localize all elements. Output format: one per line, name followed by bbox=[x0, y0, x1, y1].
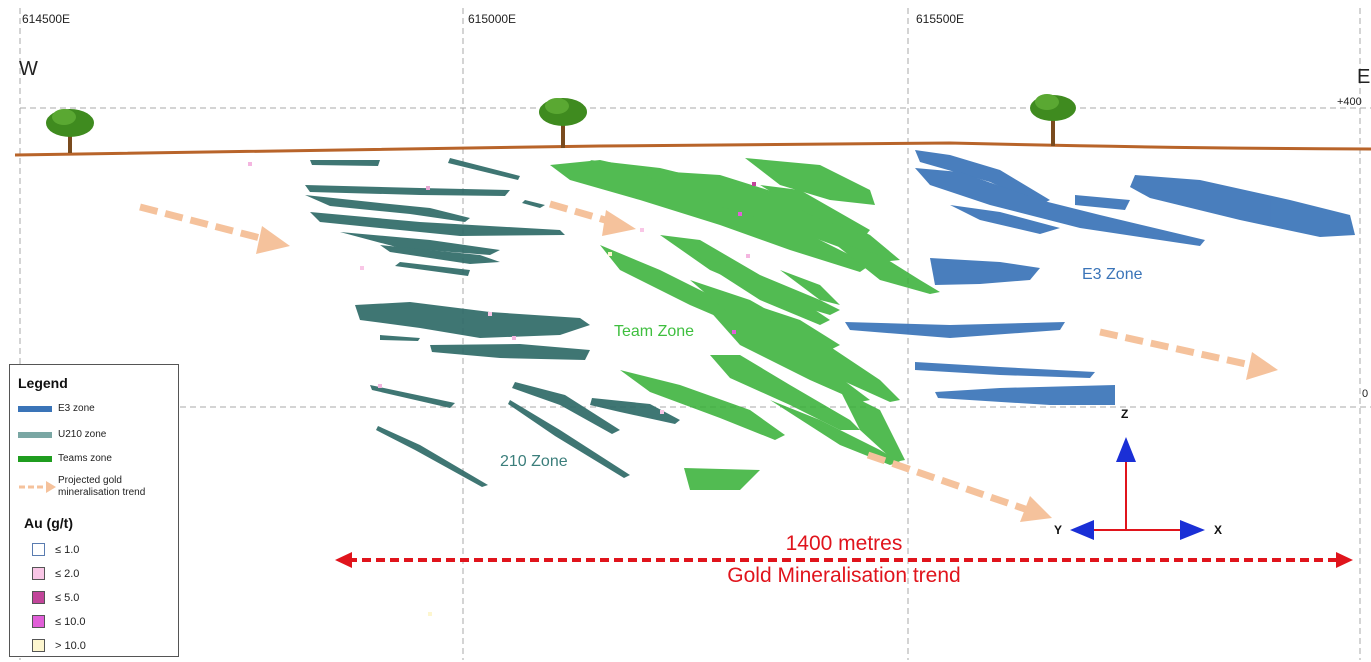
legend-item-teams: Teams zone bbox=[18, 453, 112, 465]
au-label: > 10.0 bbox=[55, 639, 86, 652]
tree-icon bbox=[1030, 94, 1076, 146]
210-zone-label: 210 Zone bbox=[500, 453, 568, 470]
team-zone-label: Team Zone bbox=[614, 323, 695, 340]
scale-bar-arrow bbox=[335, 552, 1353, 568]
east-label: E bbox=[1357, 66, 1371, 88]
au-item-3: ≤ 5.0 bbox=[32, 591, 79, 604]
legend-item-trend: Projected gold mineralisation trend bbox=[18, 475, 176, 499]
legend-panel: Legend E3 zone U210 zone Teams zone Proj… bbox=[9, 364, 179, 657]
legend-item-e3: E3 zone bbox=[18, 403, 95, 415]
tree-icon bbox=[539, 98, 587, 148]
scale-distance-label: 1400 metres bbox=[785, 532, 903, 555]
easting-label-614500: 614500E bbox=[22, 12, 71, 26]
au-item-2: ≤ 2.0 bbox=[32, 567, 79, 580]
grid-lines bbox=[19, 8, 1371, 660]
gold-trend-label: Gold Mineralisation trend bbox=[727, 564, 961, 587]
x-axis-label: X bbox=[1214, 523, 1223, 537]
au-label: ≤ 1.0 bbox=[55, 543, 80, 556]
au-label: ≤ 10.0 bbox=[55, 615, 86, 628]
easting-label-615500: 615500E bbox=[916, 12, 965, 26]
legend-title: Legend bbox=[18, 375, 68, 391]
e3-zone-bodies bbox=[845, 150, 1355, 405]
easting-label-615000: 615000E bbox=[468, 12, 517, 26]
projected-trend-arrows bbox=[139, 200, 1256, 514]
au-label: ≤ 5.0 bbox=[55, 591, 80, 604]
elevation-label-top: +400 bbox=[1337, 96, 1362, 108]
au-swatch bbox=[32, 567, 45, 580]
au-item-1: ≤ 1.0 bbox=[32, 543, 79, 556]
trend-arrow-heads bbox=[256, 210, 1278, 522]
legend-item-u210: U210 zone bbox=[18, 429, 106, 441]
legend-label: Teams zone bbox=[58, 453, 112, 464]
legend-label: U210 zone bbox=[58, 429, 107, 440]
au-swatch bbox=[32, 615, 45, 628]
gold-assay-points bbox=[248, 162, 756, 616]
u210-swatch bbox=[18, 432, 52, 438]
au-swatch bbox=[32, 639, 45, 652]
y-axis-label: Y bbox=[1054, 523, 1063, 537]
e3-zone-label: E3 Zone bbox=[1082, 266, 1143, 283]
trend-arrow-swatch bbox=[19, 481, 56, 493]
axis-triad bbox=[1070, 437, 1205, 540]
au-label: ≤ 2.0 bbox=[55, 567, 80, 580]
ground-surface-line bbox=[14, 141, 1371, 157]
tree-icon bbox=[46, 109, 94, 153]
legend-label: Projected gold mineralisation trend bbox=[58, 475, 146, 498]
au-swatch bbox=[32, 543, 45, 556]
teams-swatch bbox=[18, 456, 52, 462]
au-item-5: > 10.0 bbox=[32, 639, 86, 652]
legend-label: E3 zone bbox=[58, 403, 95, 414]
au-swatch bbox=[32, 591, 45, 604]
au-item-4: ≤ 10.0 bbox=[32, 615, 86, 628]
z-axis-label: Z bbox=[1121, 407, 1129, 421]
west-label: W bbox=[19, 58, 38, 80]
au-grade-title: Au (g/t) bbox=[24, 515, 73, 531]
e3-swatch bbox=[18, 406, 52, 412]
elevation-label-zero: 0 bbox=[1362, 388, 1369, 400]
u210-zone-bodies bbox=[305, 158, 680, 487]
teams-zone-bodies bbox=[550, 158, 940, 490]
